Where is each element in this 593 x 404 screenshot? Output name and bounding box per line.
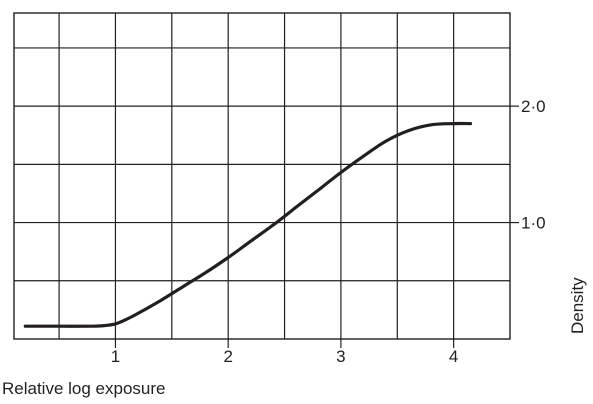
x-tick-label: 1: [111, 347, 120, 366]
y-tick-label: 2·0: [521, 97, 546, 116]
x-tick-label: 2: [223, 347, 232, 366]
x-tick-label: 3: [336, 347, 345, 366]
y-axis-label: Density: [568, 277, 587, 334]
x-axis-label: Relative log exposure: [2, 379, 165, 398]
grid: [14, 13, 510, 339]
y-tick-label: 1·0: [521, 214, 546, 233]
axis-ticks: [114, 105, 519, 348]
tick-labels: 1 2 3 4 1·0 2·0: [111, 97, 546, 366]
x-tick-label: 4: [449, 347, 458, 366]
plot-frame: [13, 12, 511, 340]
density-curve: [23, 121, 473, 328]
